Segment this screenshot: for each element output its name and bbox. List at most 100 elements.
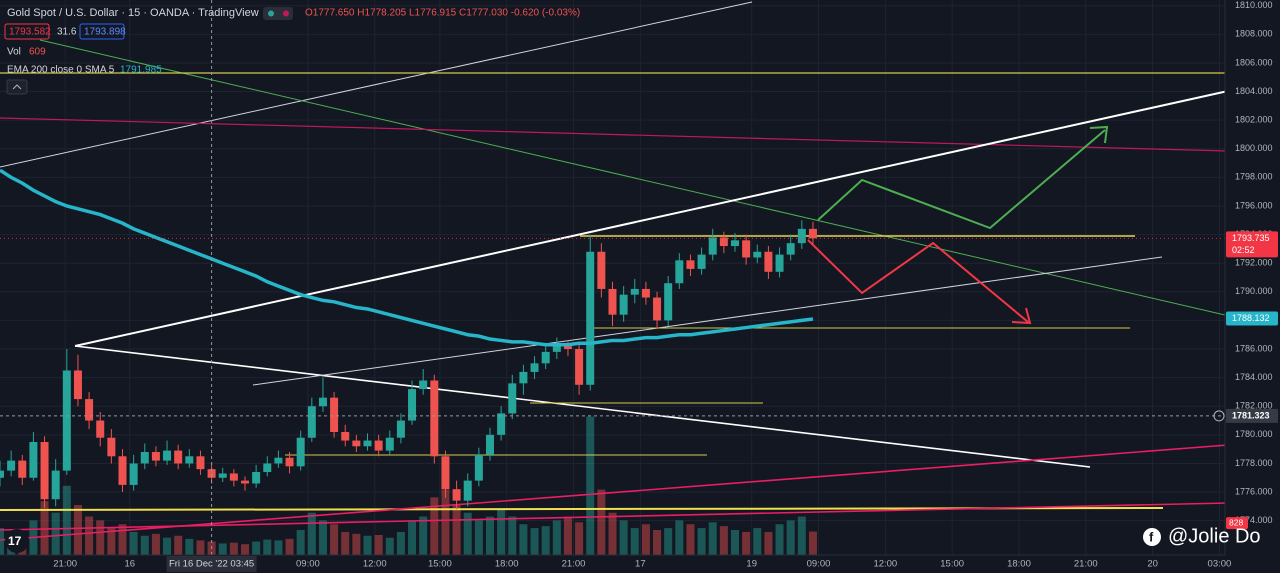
watermark: f @Jolie Do [1143, 525, 1261, 547]
volume-bar [252, 541, 261, 555]
volume-bar [229, 542, 238, 555]
volume-bar [541, 526, 550, 555]
volume-bar [285, 538, 294, 555]
volume-bar [508, 516, 517, 555]
ema-line [0, 168, 814, 347]
y-tick-label: 1776.000 [1235, 486, 1273, 496]
candle-body [207, 469, 216, 478]
sell-box[interactable] [4, 23, 50, 40]
countdown: 02:52 [1232, 245, 1255, 255]
candle-body [641, 288, 650, 298]
candle-body [586, 251, 595, 385]
volume-bar [552, 520, 561, 555]
candle-body [118, 456, 127, 485]
status-dot [268, 10, 274, 17]
volume-bar [363, 535, 372, 555]
volume-bar [263, 539, 272, 555]
volume-bar [797, 516, 806, 555]
candle-body [653, 297, 662, 321]
volume-bar [174, 535, 183, 555]
volume-bar [163, 537, 172, 555]
volume-bar [764, 531, 773, 555]
volume-bar [196, 540, 205, 555]
candle-body [508, 383, 517, 414]
price-tag-label: 1788.132 [1232, 313, 1270, 323]
candle-body [552, 346, 561, 352]
crosshair-x-label: Fri 16 Dec '22 03:45 [169, 559, 254, 570]
y-tick-label: 1806.000 [1235, 57, 1273, 67]
x-tick-label: 15:00 [940, 559, 964, 570]
volume-bar [530, 528, 539, 555]
ema-value: 1791.985 [120, 65, 162, 76]
x-tick-label: 12:00 [873, 559, 897, 570]
y-tick-label: 1810.000 [1235, 0, 1273, 10]
volume-bar [742, 531, 751, 555]
crosshair-x-tag [166, 556, 257, 572]
crosshair-y-label: 1781.323 [1232, 410, 1270, 420]
x-tick-label: 09:00 [296, 559, 320, 570]
candle-body [163, 450, 172, 461]
volume-bar [474, 520, 483, 555]
candle-body [486, 434, 494, 455]
candle-body [731, 240, 739, 247]
volume-bar [441, 489, 450, 555]
spread: 31.6 [57, 27, 77, 38]
symbol-title: Gold Spot / U.S. Dollar · 15 · OANDA · T… [7, 7, 259, 19]
candle-body [664, 283, 673, 321]
volume-value: 609 [29, 47, 46, 58]
candle-body [630, 288, 639, 295]
time-axis [0, 555, 1280, 573]
volume-bar [775, 524, 784, 555]
x-tick-label: 20 [1147, 559, 1158, 570]
volume-bar [597, 489, 606, 555]
candle-body [274, 457, 283, 464]
price-tag [1226, 311, 1278, 326]
y-tick-label: 1792.000 [1235, 258, 1273, 268]
price-tag-label: 1793.735 [1232, 233, 1270, 243]
x-tick-label: 21:00 [1074, 559, 1098, 570]
volume-bar [151, 533, 160, 555]
candle-body [318, 397, 327, 407]
ema-label: EMA 200 close 0 SMA 5 [7, 65, 115, 76]
tv-logo: 17 [5, 529, 29, 553]
volume-bar [653, 530, 662, 555]
candle-body [575, 349, 584, 385]
trendline [0, 1, 753, 168]
facebook-icon [1143, 528, 1161, 546]
trendline [39, 39, 1226, 316]
candle-body [686, 260, 695, 269]
candle-body [441, 456, 450, 490]
collapse-button[interactable] [6, 79, 28, 95]
y-tick-label: 1780.000 [1235, 429, 1273, 439]
candle-body [753, 251, 762, 258]
axes: 1774.000 1776.000 1778.000 1780.000 1782.000… [53, 0, 1278, 572]
volume-bar [307, 512, 316, 555]
volume-bar [619, 520, 628, 555]
candle-body [296, 437, 305, 467]
candle-body [708, 237, 717, 255]
candle-body [229, 473, 238, 481]
buy-box[interactable] [79, 23, 125, 40]
candle-body [419, 380, 428, 390]
candle-body [775, 254, 784, 272]
candle-body [797, 228, 806, 244]
logo-bg [5, 529, 29, 553]
volume-bar [118, 524, 127, 555]
volume-bar [808, 531, 817, 555]
candle-body [563, 346, 572, 350]
candle-body [29, 441, 38, 478]
candle-body [218, 473, 227, 478]
x-tick-label: 09:00 [807, 559, 831, 570]
volume-bar [296, 530, 305, 555]
volume-bar [396, 531, 405, 555]
ask-price: 1793.898 [84, 27, 126, 38]
volume-bar [686, 524, 695, 555]
candle-body [151, 452, 160, 461]
crosshair-y-tag [1226, 408, 1278, 423]
candle-body [541, 351, 550, 364]
x-tick-label: 15:00 [428, 559, 452, 570]
y-tick-label: 1774.000 [1235, 515, 1273, 525]
volume-bar [73, 505, 82, 555]
volume-bar [218, 543, 227, 555]
